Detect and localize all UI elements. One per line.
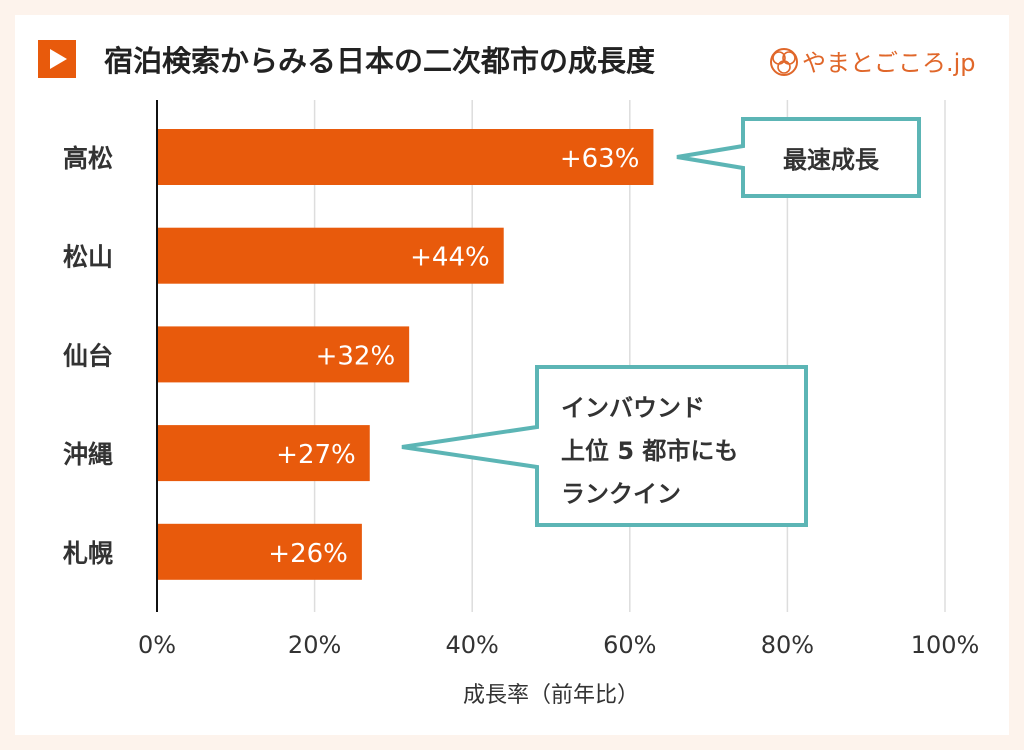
x-tick-label: 100% [911,631,980,659]
category-label: 沖縄 [63,440,113,469]
brand-name: やまとごころ.jp [802,49,976,77]
category-label: 仙台 [63,341,113,370]
bar [157,129,654,185]
bar-value-label: +26% [268,539,348,569]
bar-value-label: +44% [410,243,490,273]
x-tick-label: 80% [761,631,814,659]
category-label: 札幌 [62,539,113,568]
callout-inbound: インバウンド 上位 5 都市にも ランクイン [401,365,808,527]
callout-inbound-line: 上位 5 都市にも [561,437,738,465]
logo-icon [770,48,798,76]
bar [157,425,370,482]
play-icon-glyph [50,49,67,69]
chart-title: 宿泊検索からみる日本の二次都市の成長度 [104,44,655,78]
callout-fastest: 最速成長 [676,117,921,198]
bar-value-label: +32% [316,341,396,371]
x-tick-label: 20% [288,631,341,659]
bar-value-label: +27% [276,440,356,470]
callout-inbound-line: インバウンド [561,394,705,422]
bar-value-label: +63% [560,144,640,174]
callout-inbound-line: ランクイン [561,480,681,508]
x-tick-label: 60% [603,631,656,659]
bar [157,326,410,383]
bar [157,227,504,284]
x-axis-label: 成長率（前年比） [463,683,639,708]
bar [157,523,362,580]
x-tick-label: 40% [446,631,499,659]
callout-fastest-text: 最速成長 [783,146,880,174]
x-tick-label: 0% [138,631,176,659]
category-label: 高松 [63,144,113,173]
category-label: 松山 [63,243,113,272]
